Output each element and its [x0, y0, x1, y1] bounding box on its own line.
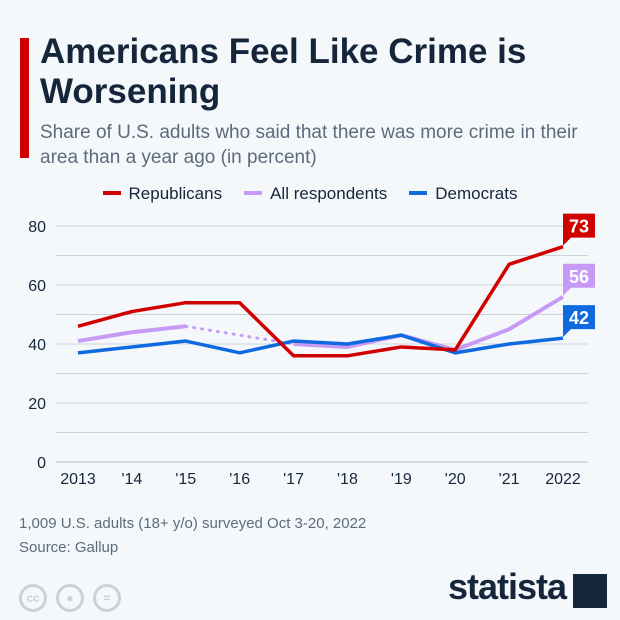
chart-subtitle: Share of U.S. adults who said that there… [40, 122, 578, 168]
survey-note: 1,009 U.S. adults (18+ y/o) surveyed Oct… [19, 515, 367, 532]
series-line-all-respondents [77, 324, 186, 344]
y-tick-label: 0 [37, 455, 46, 472]
end-label-box [563, 263, 595, 296]
source: Source: Gallup [19, 539, 119, 556]
y-tick-label: 60 [28, 278, 46, 295]
y-tick-label: 40 [28, 337, 46, 354]
x-tick-label: '21 [499, 471, 520, 488]
end-label: 42 [569, 308, 589, 328]
statista-logo[interactable]: statista [448, 566, 567, 607]
x-tick-label: '17 [283, 471, 304, 488]
x-tick-label: '20 [445, 471, 466, 488]
legend-item-democrats: Democrats [409, 184, 517, 204]
y-tick-label: 20 [28, 396, 46, 413]
statista-logo-mark [573, 574, 607, 608]
x-tick-label: '15 [175, 471, 196, 488]
x-tick-label: '18 [337, 471, 358, 488]
x-tick-label: '16 [229, 471, 250, 488]
end-label: 73 [569, 217, 589, 237]
legend-item-republicans: Republicans [102, 184, 222, 204]
series-line-republicans [77, 244, 564, 358]
accent-bar [20, 38, 29, 158]
end-label-box [563, 213, 595, 246]
x-tick-label: 2022 [545, 471, 581, 488]
nd-icon[interactable]: = [93, 584, 121, 612]
series-line-democrats [77, 333, 564, 355]
cc-icon[interactable]: cc [19, 584, 47, 612]
x-tick-label: '14 [121, 471, 142, 488]
legend-item-all: All respondents [244, 184, 387, 204]
end-label-box [563, 305, 595, 338]
legend: Republicans All respondents Democrats [0, 184, 620, 204]
x-tick-label: 2013 [60, 471, 96, 488]
chart-title: Americans Feel Like Crime is Worsening [40, 32, 527, 111]
footer-notes: 1,009 U.S. adults (18+ y/o) surveyed Oct… [19, 512, 366, 560]
y-tick-label: 80 [28, 219, 46, 236]
x-tick-label: '19 [391, 471, 412, 488]
end-label: 56 [569, 267, 589, 287]
series-gap-dotted [184, 324, 296, 346]
by-icon[interactable]: ● [56, 584, 84, 612]
